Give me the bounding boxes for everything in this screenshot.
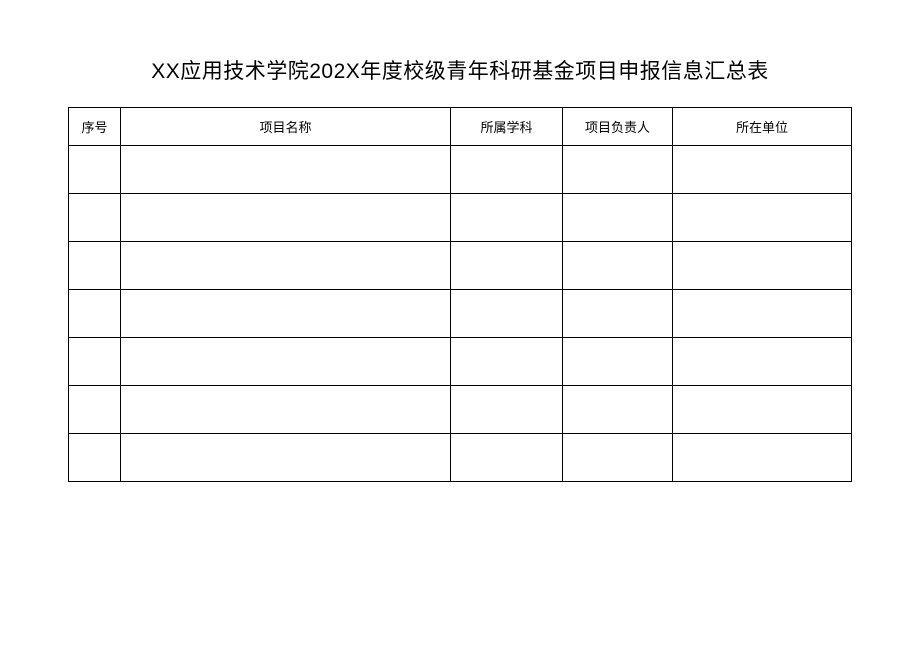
table-row (69, 242, 852, 290)
page-title: XX应用技术学院202X年度校级青年科研基金项目申报信息汇总表 (68, 55, 852, 85)
cell-index (69, 338, 121, 386)
table-row (69, 290, 852, 338)
table-row (69, 386, 852, 434)
table-row (69, 194, 852, 242)
cell-unit (673, 434, 852, 482)
cell-discipline (451, 194, 563, 242)
cell-index (69, 434, 121, 482)
cell-unit (673, 386, 852, 434)
cell-name (121, 194, 451, 242)
cell-leader (563, 386, 673, 434)
col-header-leader: 项目负责人 (563, 108, 673, 146)
cell-leader (563, 434, 673, 482)
cell-unit (673, 242, 852, 290)
col-header-unit: 所在单位 (673, 108, 852, 146)
cell-leader (563, 338, 673, 386)
cell-name (121, 386, 451, 434)
cell-leader (563, 146, 673, 194)
cell-index (69, 386, 121, 434)
cell-index (69, 242, 121, 290)
cell-leader (563, 290, 673, 338)
cell-leader (563, 194, 673, 242)
cell-leader (563, 242, 673, 290)
table-header-row: 序号 项目名称 所属学科 项目负责人 所在单位 (69, 108, 852, 146)
table-row (69, 338, 852, 386)
summary-table: 序号 项目名称 所属学科 项目负责人 所在单位 (68, 107, 852, 482)
cell-index (69, 146, 121, 194)
cell-discipline (451, 434, 563, 482)
cell-discipline (451, 338, 563, 386)
cell-name (121, 290, 451, 338)
cell-unit (673, 146, 852, 194)
cell-discipline (451, 242, 563, 290)
cell-unit (673, 338, 852, 386)
cell-discipline (451, 290, 563, 338)
cell-index (69, 194, 121, 242)
cell-name (121, 338, 451, 386)
table-row (69, 146, 852, 194)
cell-discipline (451, 146, 563, 194)
cell-index (69, 290, 121, 338)
col-header-index: 序号 (69, 108, 121, 146)
cell-discipline (451, 386, 563, 434)
cell-unit (673, 194, 852, 242)
col-header-name: 项目名称 (121, 108, 451, 146)
cell-name (121, 434, 451, 482)
cell-name (121, 242, 451, 290)
cell-unit (673, 290, 852, 338)
col-header-discipline: 所属学科 (451, 108, 563, 146)
cell-name (121, 146, 451, 194)
table-row (69, 434, 852, 482)
